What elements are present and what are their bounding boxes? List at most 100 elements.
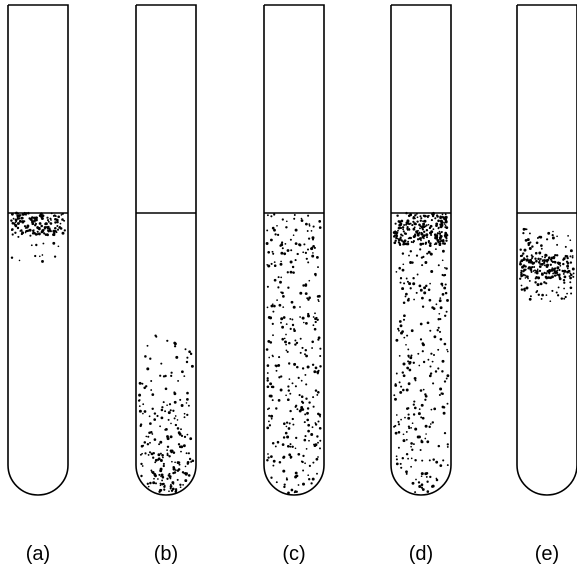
growth-dot [421,305,425,308]
growth-dot [149,481,152,485]
growth-dot [421,459,424,462]
growth-dot [48,229,52,232]
growth-dot [177,379,180,382]
growth-dot [289,445,292,448]
growth-dot [266,426,270,430]
growth-dot [153,477,155,480]
growth-dot [189,352,193,356]
growth-dot [293,491,296,494]
growth-dot [421,350,424,353]
growth-dot [281,443,285,446]
growth-dot [168,403,172,406]
growth-dot [397,229,399,232]
growth-dot [179,486,182,489]
growth-dot [429,252,433,256]
growth-dot [393,241,397,245]
growth-dot [173,345,177,348]
growth-dot [415,212,418,215]
growth-dot [432,214,435,217]
growth-dot [34,254,37,258]
growth-dot [162,401,165,404]
test-tube [263,4,325,496]
growth-dot [408,227,410,230]
growth-dot [409,356,413,360]
growth-dot [300,217,303,220]
growth-dot [562,272,565,275]
growth-dot [399,237,402,240]
growth-dot [21,220,25,223]
growth-dot [409,236,413,240]
growth-dot [170,489,174,492]
growth-dot [31,222,35,226]
growth-dot [402,439,406,443]
growth-dot [429,224,433,228]
growth-dot [302,469,305,472]
growth-dot [154,461,157,464]
growth-dot [570,273,573,277]
growth-dot [172,451,176,454]
growth-dot [287,286,290,289]
growth-dot [568,275,571,277]
growth-dot [563,275,567,279]
growth-dot [443,380,447,383]
growth-dot [399,277,403,280]
tube-outline [516,4,577,496]
growth-dot [556,243,559,246]
growth-dot [316,256,319,259]
growth-dot [154,458,158,462]
growth-dot [293,328,296,331]
growth-dot [295,474,299,478]
growth-dot [34,222,38,225]
growth-dot [551,234,554,237]
growth-dot [519,248,522,251]
growth-dot [408,362,411,365]
growth-dot [168,472,171,475]
growth-dot [401,371,404,374]
growth-dot [308,296,311,300]
growth-dot [156,414,159,418]
growth-dot [411,422,414,425]
growth-dot [285,349,288,352]
growth-dot [25,212,28,215]
growth-dot [432,353,436,357]
growth-dot [158,473,161,476]
growth-dot [429,423,432,425]
growth-dot [176,427,180,430]
growth-dot [175,355,179,359]
growth-dot [184,348,187,351]
growth-dot [401,287,405,291]
growth-dot [307,298,310,301]
growth-dot [431,421,435,424]
growth-dot [412,277,415,280]
growth-dot [417,352,420,355]
growth-dot [174,415,177,417]
growth-dot [410,457,413,460]
tube-outline [7,4,69,496]
growth-dot [406,407,409,410]
growth-dot [319,365,322,368]
growth-dot [319,347,322,350]
growth-dot [138,409,142,413]
growth-dot [415,254,419,257]
growth-dot [185,360,189,364]
growth-dot [396,214,399,217]
growth-dot [407,297,410,300]
growth-dot [270,414,274,418]
growth-dot [291,265,295,269]
growth-dot [409,261,413,264]
growth-dot [56,220,59,224]
growth-dot [442,406,446,409]
growth-dot [444,314,447,317]
growth-dot [276,233,280,237]
growth-dot [419,322,423,326]
growth-dot [432,307,436,310]
growth-dot [272,464,275,467]
growth-dot [553,269,556,272]
growth-dot [172,467,176,471]
growth-dot [313,327,317,331]
growth-dot [292,423,295,426]
growth-dot [547,231,551,235]
growth-dot [58,225,61,228]
growth-dot [141,465,144,467]
growth-dot [141,452,143,455]
